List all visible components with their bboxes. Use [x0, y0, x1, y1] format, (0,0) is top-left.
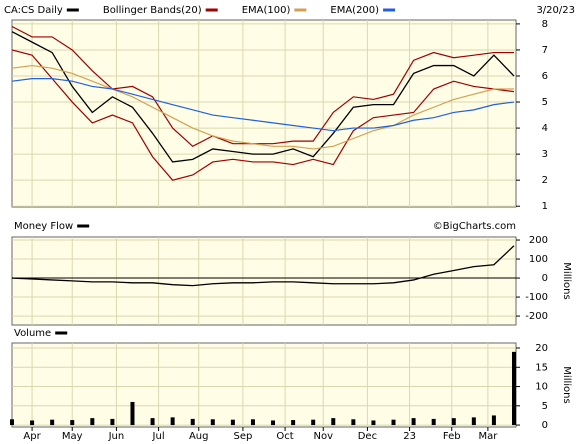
- volume-bar: [70, 420, 75, 426]
- x-tick-label: 23: [403, 431, 416, 442]
- x-tick-label: Jun: [108, 431, 125, 442]
- volume-bar: [170, 417, 175, 426]
- volume-bar: [30, 420, 35, 426]
- y-tick-label: 5: [542, 401, 548, 412]
- volume-bar: [10, 419, 14, 426]
- y-tick-label: -200: [525, 311, 548, 322]
- x-tick-label: Dec: [358, 431, 377, 442]
- y-tick-label: 0: [542, 273, 548, 284]
- x-tick-label: Oct: [276, 431, 293, 442]
- y-tick-label: -100: [525, 292, 548, 303]
- volume-bar: [230, 419, 235, 426]
- date-label: 3/20/23: [536, 5, 575, 16]
- y-tick-label: 2: [542, 175, 548, 186]
- legend-swatch: [66, 8, 79, 12]
- series-line-lower: [11, 49, 515, 181]
- volume-bar: [190, 418, 195, 426]
- panel-frame: [11, 19, 517, 208]
- volume-bar: [110, 418, 115, 426]
- series-line: [11, 64, 514, 150]
- series-line: [11, 78, 515, 132]
- legend-label: EMA(200): [330, 5, 379, 16]
- y-tick-label: 20: [535, 343, 548, 354]
- y-tick-label: 4: [542, 123, 548, 134]
- y-tick-label: 3: [542, 149, 548, 160]
- y-tick-label: 200: [529, 235, 548, 246]
- volume-bar: [210, 419, 215, 426]
- x-tick-label: Aug: [189, 431, 209, 442]
- volume-bar: [311, 419, 316, 426]
- y-axis-label: Millions: [561, 262, 572, 299]
- legend-label: Bollinger Bands(20): [103, 5, 202, 16]
- panel-title: Volume: [14, 328, 51, 339]
- volume-bar: [90, 418, 95, 426]
- volume-bar: [291, 420, 296, 426]
- legend-swatch: [383, 8, 396, 12]
- volume-bar: [371, 420, 376, 426]
- legend-label: CA:CS Daily: [4, 5, 63, 16]
- legend-swatch: [55, 331, 68, 335]
- legend-label: EMA(100): [242, 5, 291, 16]
- volume-bar: [451, 418, 456, 426]
- volume-bar: [411, 418, 416, 426]
- volume-bar: [431, 418, 436, 426]
- y-axis-label: Millions: [561, 366, 572, 403]
- y-tick-label: 8: [542, 19, 548, 30]
- legend-swatch: [77, 224, 90, 228]
- series-line: [11, 31, 515, 163]
- x-tick-label: Sep: [233, 431, 252, 442]
- volume-bar: [250, 419, 255, 426]
- x-tick-label: Mar: [478, 431, 498, 442]
- y-tick-label: 15: [535, 362, 548, 373]
- volume-bar: [271, 420, 276, 426]
- volume-bar: [471, 417, 476, 426]
- y-tick-label: 100: [529, 254, 548, 265]
- series-line: [11, 245, 515, 287]
- y-tick-label: 10: [535, 382, 548, 393]
- volume-bar: [150, 418, 155, 426]
- volume-bar: [130, 401, 135, 426]
- panel-frame: [11, 342, 517, 428]
- volume-bar: [50, 419, 55, 426]
- y-tick-label: 7: [542, 45, 548, 56]
- y-tick-label: 1: [542, 201, 548, 212]
- legend-swatch: [205, 8, 218, 12]
- y-tick-label: 0: [542, 420, 548, 431]
- x-tick-label: Apr: [23, 431, 41, 442]
- x-tick-label: May: [62, 431, 83, 442]
- x-tick-label: Jul: [152, 431, 165, 442]
- panel-title: Money Flow: [14, 221, 73, 232]
- credit: ©BigCharts.com: [433, 221, 516, 232]
- volume-bar: [391, 419, 396, 426]
- volume-bar: [491, 415, 496, 426]
- x-tick-label: Feb: [443, 431, 461, 442]
- volume-bar: [331, 418, 336, 426]
- x-tick-label: Nov: [313, 431, 333, 442]
- y-tick-label: 6: [542, 71, 548, 82]
- volume-bar: [511, 351, 516, 426]
- legend-swatch: [294, 8, 307, 12]
- y-tick-label: 5: [542, 97, 548, 108]
- volume-bar: [351, 419, 356, 426]
- series-line: [11, 25, 514, 148]
- panel-frame: [11, 236, 517, 326]
